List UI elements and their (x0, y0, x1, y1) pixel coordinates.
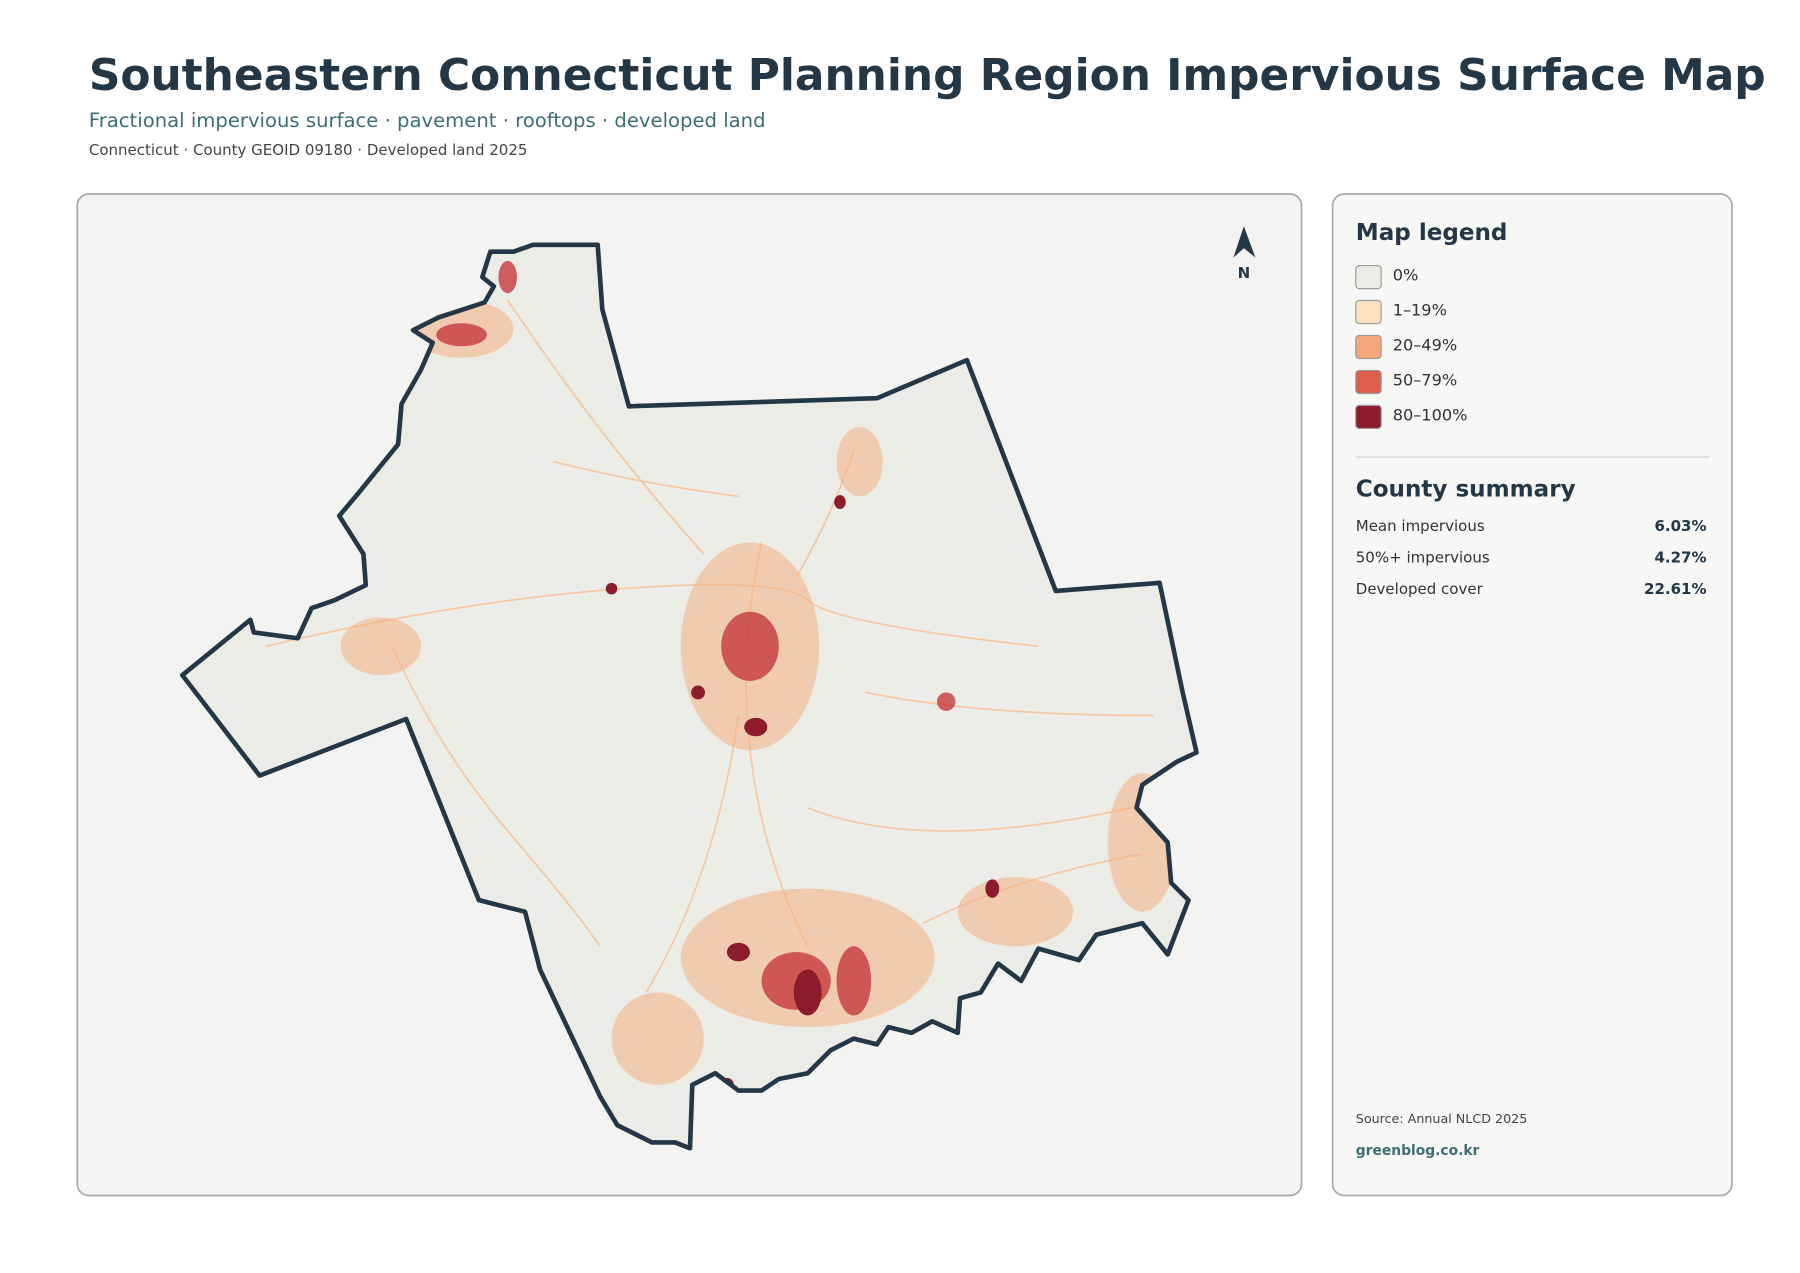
subtitle: Fractional impervious surface · pavement… (89, 109, 766, 132)
site: greenblog.co.kr (1356, 1143, 1480, 1159)
summary-label: 50%+ impervious (1356, 548, 1490, 566)
legend-label: 1–19% (1393, 301, 1447, 320)
north-arrow (1233, 226, 1256, 258)
side-panel (1331, 193, 1733, 1197)
legend-title: Map legend (1356, 220, 1508, 246)
north-label: N (1238, 264, 1251, 282)
meta: Connecticut · County GEOID 09180 · Devel… (89, 141, 528, 159)
summary-label: Mean impervious (1356, 517, 1485, 535)
summary-label: Developed cover (1356, 580, 1484, 598)
summary-value: 6.03% (1654, 517, 1706, 535)
summary-value: 4.27% (1654, 548, 1706, 566)
legend-swatch (1355, 404, 1382, 430)
source: Source: Annual NLCD 2025 (1356, 1111, 1528, 1126)
legend-label: 50–79% (1393, 370, 1457, 389)
summary-title: County summary (1356, 476, 1576, 502)
legend-label: 0% (1393, 266, 1419, 285)
legend-swatch (1355, 369, 1382, 395)
legend-swatch (1355, 334, 1382, 360)
legend: 0% 1–19% 20–49% 50–79% 80–100% (1355, 264, 1468, 430)
legend-label: 80–100% (1393, 405, 1468, 424)
summary: Mean impervious 6.03% 50%+ impervious 4.27%… (1356, 517, 1707, 598)
legend-swatch (1355, 264, 1382, 290)
legend-label: 20–49% (1393, 335, 1457, 354)
legend-swatch (1355, 299, 1382, 325)
title: Southeastern Connecticut Planning Region… (89, 50, 1766, 101)
summary-value: 22.61% (1644, 580, 1706, 598)
